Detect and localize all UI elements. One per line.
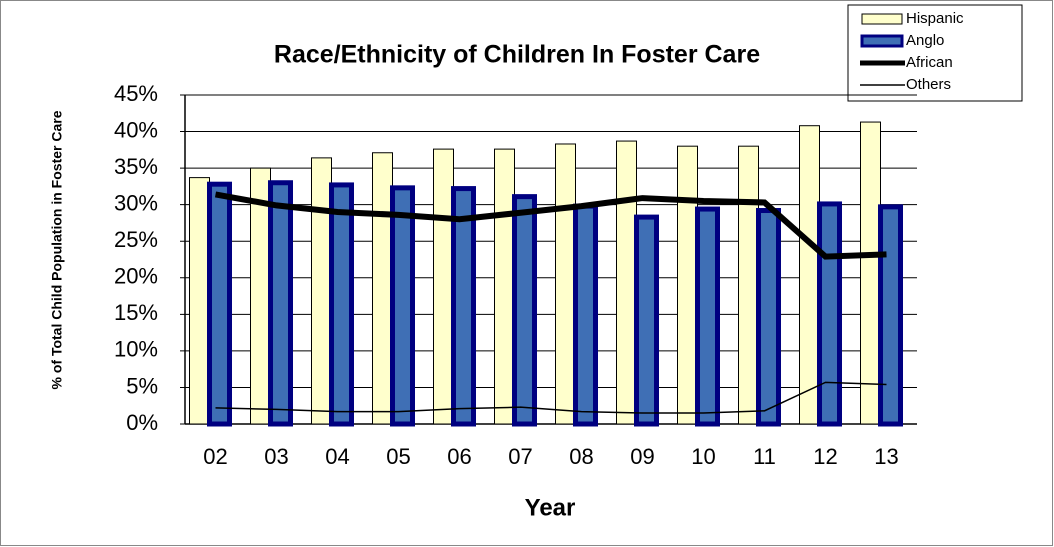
x-tick-label: 06 bbox=[447, 444, 471, 469]
legend-label: Anglo bbox=[906, 32, 944, 49]
line-series bbox=[214, 191, 887, 260]
y-tick-label: 10% bbox=[114, 337, 158, 362]
bar bbox=[311, 157, 332, 425]
bar bbox=[573, 203, 598, 427]
x-tick-label: 12 bbox=[813, 444, 837, 469]
bar bbox=[677, 145, 698, 425]
y-axis-label: % of Total Child Population in Foster Ca… bbox=[49, 110, 65, 389]
x-tick-label: 11 bbox=[753, 444, 776, 469]
bar bbox=[634, 214, 659, 427]
y-tick-label: 30% bbox=[114, 190, 158, 215]
bar bbox=[451, 186, 476, 427]
bar bbox=[799, 125, 820, 425]
bar bbox=[390, 185, 415, 427]
y-tick-label: 25% bbox=[114, 227, 158, 252]
bar bbox=[512, 194, 537, 427]
bar bbox=[738, 145, 759, 425]
y-tick-label: 40% bbox=[114, 117, 158, 142]
bar bbox=[878, 204, 903, 427]
legend-label: African bbox=[906, 54, 953, 71]
legend-label: Hispanic bbox=[906, 10, 964, 27]
legend-label: Others bbox=[906, 76, 951, 93]
bar bbox=[555, 143, 576, 425]
y-tick-label: 5% bbox=[126, 373, 158, 398]
y-tick-label: 15% bbox=[114, 300, 158, 325]
x-axis-label: Year bbox=[525, 494, 576, 521]
y-tick-label: 45% bbox=[114, 81, 158, 106]
x-tick-label: 09 bbox=[630, 444, 654, 469]
chart-title: Race/Ethnicity of Children In Foster Car… bbox=[274, 41, 760, 69]
bar bbox=[817, 201, 842, 427]
x-tick-label: 13 bbox=[874, 444, 898, 469]
x-tick-label: 05 bbox=[386, 444, 410, 469]
x-tick-label: 10 bbox=[691, 444, 715, 469]
bar bbox=[329, 182, 354, 427]
bar bbox=[207, 181, 232, 427]
y-tick-label: 35% bbox=[114, 154, 158, 179]
y-tick-label: 20% bbox=[114, 264, 158, 289]
legend-swatch bbox=[861, 13, 903, 25]
bar bbox=[756, 208, 781, 427]
y-tick-label: 0% bbox=[126, 410, 158, 435]
bar bbox=[695, 206, 720, 427]
x-tick-label: 04 bbox=[325, 444, 349, 469]
bar bbox=[860, 121, 881, 425]
legend-swatch bbox=[860, 34, 904, 48]
x-tick-label: 08 bbox=[569, 444, 593, 469]
bar bbox=[494, 148, 515, 425]
line-series bbox=[215, 381, 887, 414]
bar bbox=[189, 177, 210, 425]
bar bbox=[372, 152, 393, 425]
bar bbox=[268, 180, 293, 427]
x-tick-label: 03 bbox=[264, 444, 288, 469]
x-tick-label: 02 bbox=[203, 444, 227, 469]
bar bbox=[616, 140, 637, 425]
x-tick-label: 07 bbox=[508, 444, 532, 469]
bar bbox=[433, 148, 454, 425]
